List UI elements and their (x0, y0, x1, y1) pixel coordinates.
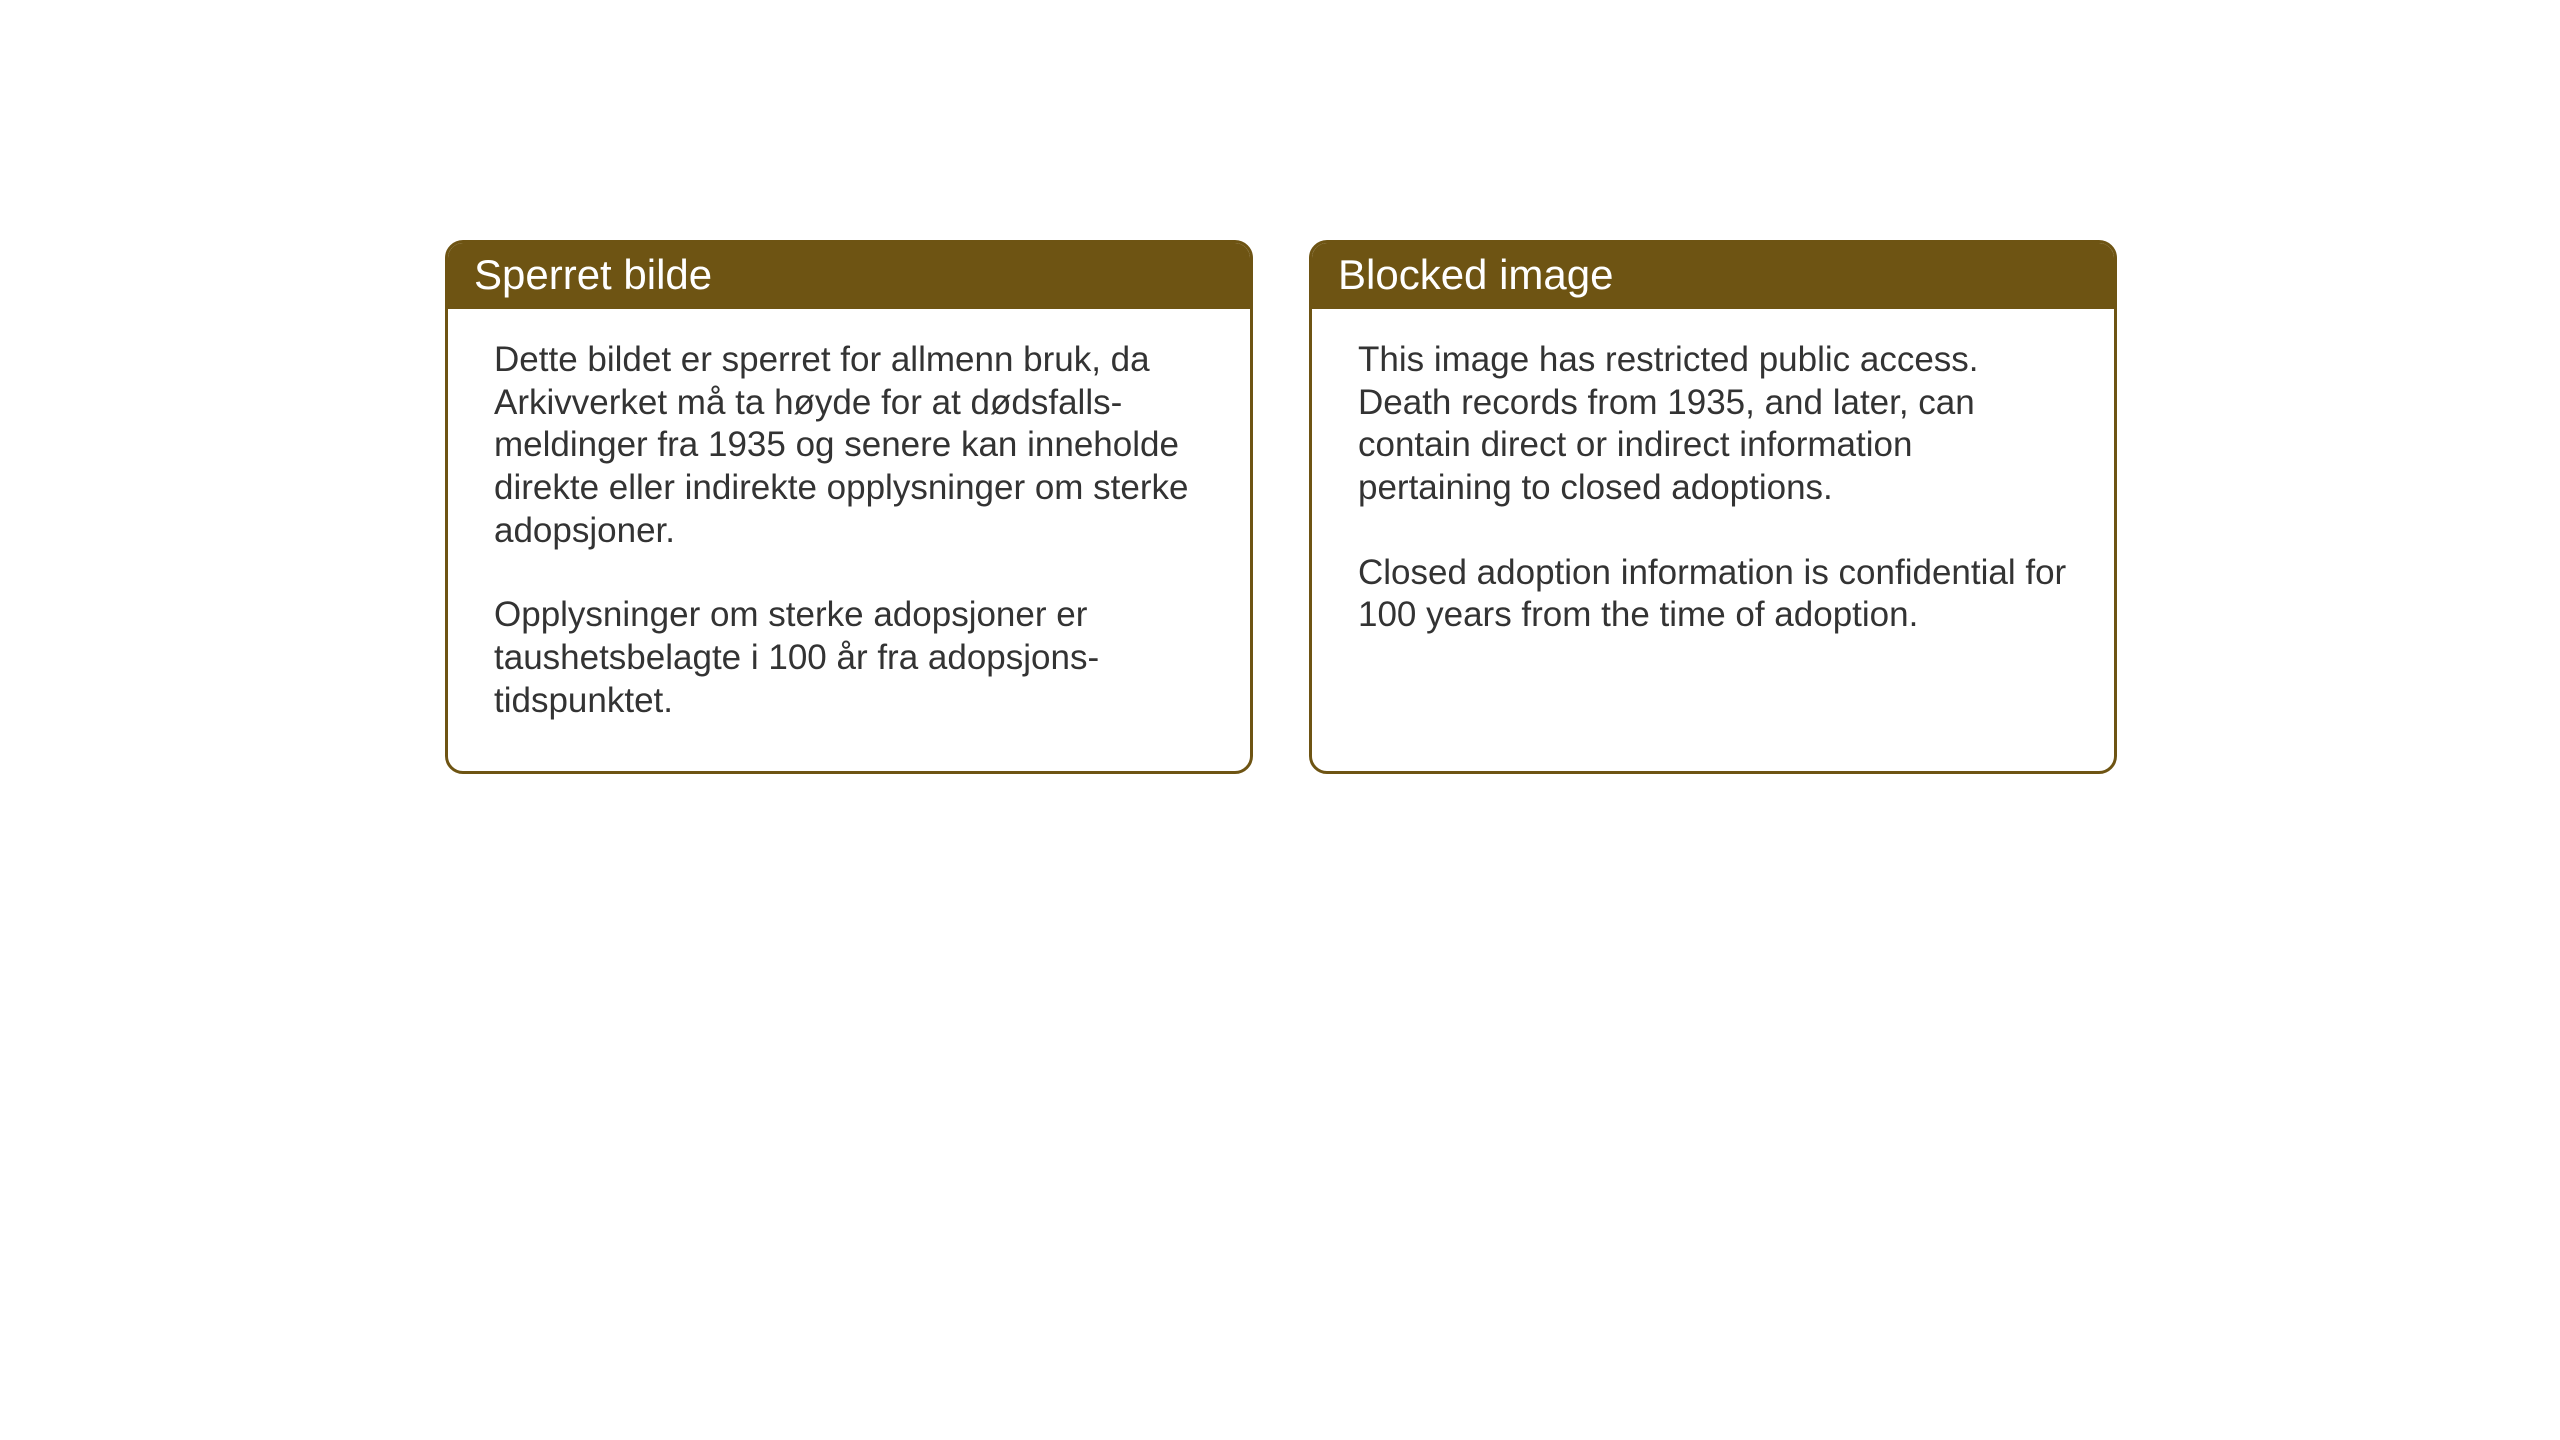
card-norwegian: Sperret bilde Dette bildet er sperret fo… (445, 240, 1253, 774)
card-norwegian-paragraph-2: Opplysninger om sterke adopsjoner er tau… (494, 594, 1204, 722)
card-english-header: Blocked image (1312, 243, 2114, 309)
card-english-paragraph-2: Closed adoption information is confident… (1358, 552, 2068, 637)
card-english-body: This image has restricted public access.… (1312, 309, 2114, 685)
card-norwegian-header: Sperret bilde (448, 243, 1250, 309)
card-english-paragraph-1: This image has restricted public access.… (1358, 339, 2068, 510)
card-norwegian-body: Dette bildet er sperret for allmenn bruk… (448, 309, 1250, 771)
cards-container: Sperret bilde Dette bildet er sperret fo… (445, 240, 2117, 774)
card-english: Blocked image This image has restricted … (1309, 240, 2117, 774)
card-norwegian-paragraph-1: Dette bildet er sperret for allmenn bruk… (494, 339, 1204, 552)
